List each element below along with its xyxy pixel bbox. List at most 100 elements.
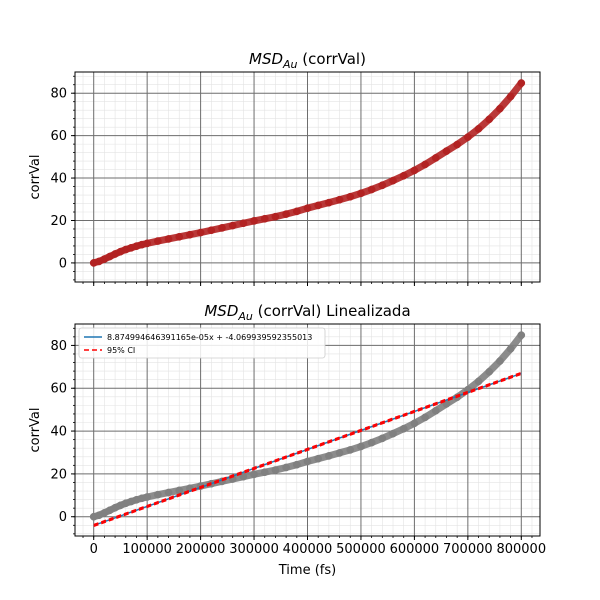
title-subscript: Au: [237, 310, 253, 323]
data-point: [271, 466, 280, 474]
bottom-chart: 0 100000 200000 300000 400000 500000 600000 700…: [28, 302, 546, 578]
data-point: [218, 224, 226, 232]
legend-label: 8.874994646391165e-05x + -4.069939592355…: [107, 333, 312, 342]
data-point: [335, 195, 344, 204]
y-tick-label: 0: [59, 510, 67, 525]
ticks-layer: 0 20 40 60 80: [50, 75, 533, 286]
data-point: [325, 198, 333, 207]
data-point: [346, 446, 355, 454]
x-tick-label: 700000: [443, 542, 493, 557]
data-point: [346, 192, 355, 201]
data-point: [421, 413, 429, 422]
x-tick-label: 400000: [283, 542, 333, 557]
data-point: [282, 463, 290, 472]
y-tick-label: 80: [50, 87, 67, 102]
data-layer: [89, 79, 526, 267]
ticks-layer: 0 100000 200000 300000 400000 500000 600000 700…: [50, 327, 546, 557]
data-point: [207, 226, 216, 235]
x-tick-label: 600000: [390, 542, 440, 557]
data-point: [378, 434, 387, 443]
data-point: [485, 367, 494, 376]
ci-lower-line: [93, 373, 522, 527]
data-point: [517, 79, 526, 87]
y-axis-label: corrVal: [28, 407, 43, 452]
data-point: [389, 429, 397, 438]
legend-label: 95% CI: [107, 346, 135, 355]
data-point: [292, 207, 301, 216]
x-tick-label: 200000: [176, 542, 226, 557]
data-point: [292, 460, 301, 469]
data-point: [250, 217, 258, 225]
title-subscript: Au: [282, 58, 298, 71]
y-tick-label: 40: [50, 425, 67, 440]
data-point: [399, 171, 408, 180]
data-point: [303, 457, 312, 466]
data-point: [271, 212, 280, 221]
data-point: [143, 493, 152, 501]
data-point: [453, 140, 462, 149]
data-point: [357, 442, 365, 451]
x-axis-label: Time (fs): [278, 563, 336, 578]
title-rest: (corrVal): [298, 50, 366, 68]
data-point: [186, 230, 194, 239]
data-point: [367, 438, 376, 447]
data-point: [282, 210, 290, 218]
data-point: [421, 160, 429, 169]
data-point: [378, 181, 387, 190]
data-point: [153, 490, 162, 499]
data-point: [431, 406, 440, 415]
data-point: [357, 189, 365, 198]
data-point: [410, 166, 419, 175]
data-point: [175, 232, 184, 241]
chart-title: MSDAu (corrVal): [249, 50, 366, 71]
data-point: [175, 486, 184, 495]
data-point: [228, 221, 237, 230]
y-tick-label: 0: [59, 256, 67, 271]
data-point: [517, 331, 526, 339]
y-axis-label: corrVal: [28, 154, 43, 199]
ci-upper-line: [93, 371, 522, 526]
data-point: [250, 470, 258, 479]
data-point: [506, 344, 515, 353]
grid-layer: [75, 72, 540, 282]
data-point: [153, 237, 162, 245]
data-point: [431, 154, 440, 162]
data-point: [496, 104, 504, 113]
data-point: [314, 201, 323, 210]
title-rest: (corrVal) Linealizada: [253, 302, 411, 320]
y-tick-label: 60: [50, 382, 67, 397]
top-chart: 0 20 40 60 80 MSDAu (corrVal) corrVal: [28, 50, 541, 286]
data-point: [485, 115, 494, 124]
data-point: [463, 133, 472, 141]
data-point: [260, 214, 269, 223]
legend: 8.874994646391165e-05x + -4.069939592355…: [78, 327, 326, 359]
data-point: [474, 124, 483, 133]
x-tick-label: 0: [90, 542, 98, 557]
data-point: [399, 424, 408, 433]
x-tick-label: 300000: [229, 542, 279, 557]
data-point: [196, 228, 205, 237]
y-tick-label: 20: [50, 467, 67, 482]
data-point: [496, 357, 504, 365]
data-point: [314, 454, 323, 463]
data-point: [367, 185, 376, 194]
title-symbol: MSD: [204, 302, 238, 320]
legend-box: [78, 327, 326, 359]
y-tick-label: 80: [50, 339, 67, 354]
data-point: [239, 472, 248, 481]
data-point: [410, 419, 419, 428]
data-point: [164, 488, 173, 497]
x-tick-label: 800000: [496, 542, 546, 557]
data-point: [335, 449, 344, 457]
data-point: [143, 239, 152, 248]
chart-title: MSDAu (corrVal) Linealizada: [204, 302, 410, 323]
x-tick-label: 100000: [122, 542, 172, 557]
x-tick-label: 500000: [336, 542, 386, 557]
data-point: [325, 452, 333, 460]
data-point: [506, 92, 515, 101]
y-tick-label: 20: [50, 214, 67, 229]
title-symbol: MSD: [249, 50, 283, 68]
data-point: [442, 147, 451, 155]
